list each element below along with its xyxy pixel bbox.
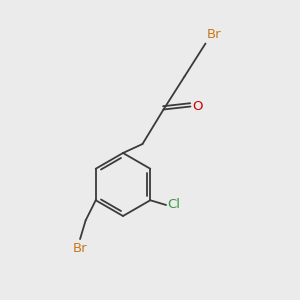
Text: Br: Br — [73, 242, 87, 255]
Text: Br: Br — [207, 28, 222, 41]
Text: O: O — [192, 100, 202, 113]
Text: Cl: Cl — [168, 199, 181, 212]
